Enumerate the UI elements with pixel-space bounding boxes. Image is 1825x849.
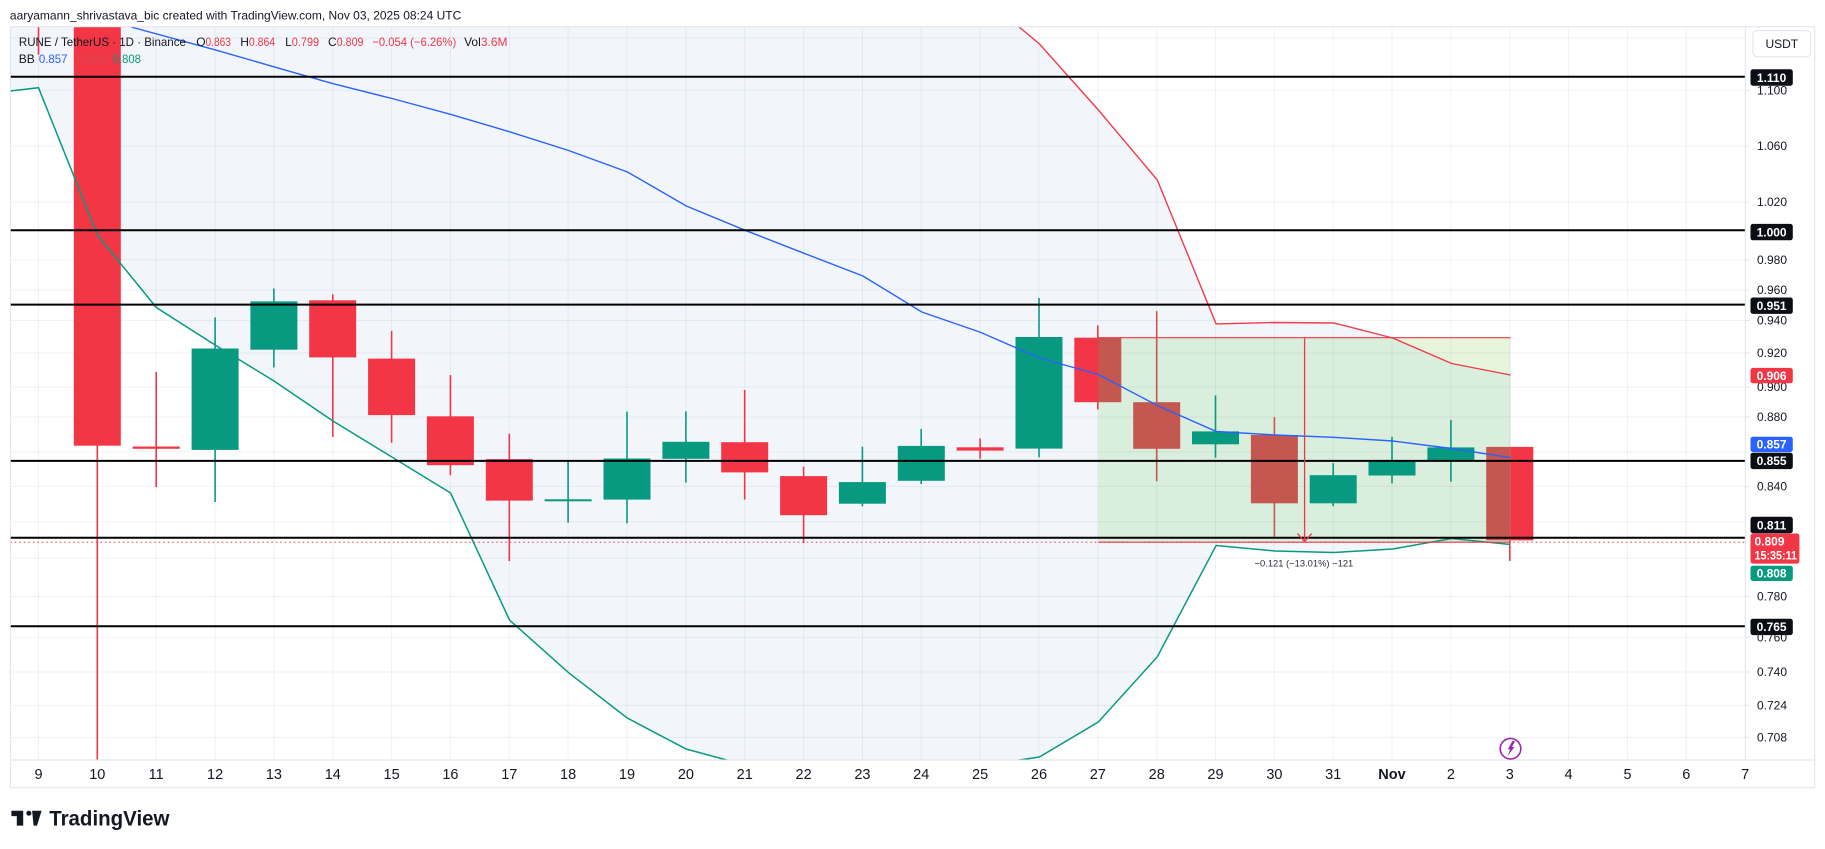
svg-text:17: 17 <box>501 767 517 783</box>
svg-text:1.110: 1.110 <box>1757 71 1787 85</box>
svg-text:15:35:11: 15:35:11 <box>1755 551 1798 563</box>
svg-text:0.960: 0.960 <box>1757 283 1787 297</box>
svg-text:7: 7 <box>1741 767 1749 783</box>
svg-text:10: 10 <box>89 767 105 783</box>
svg-text:aaryamann_shrivastava_bic crea: aaryamann_shrivastava_bic created with T… <box>10 9 462 23</box>
svg-text:14: 14 <box>325 767 341 783</box>
svg-text:0.855: 0.855 <box>1757 454 1787 468</box>
svg-text:5: 5 <box>1623 767 1631 783</box>
svg-text:1.020: 1.020 <box>1757 195 1787 209</box>
svg-text:12: 12 <box>207 767 223 783</box>
svg-text:27: 27 <box>1090 767 1106 783</box>
svg-text:1.100: 1.100 <box>1757 84 1787 98</box>
svg-text:0.906: 0.906 <box>1757 369 1787 383</box>
svg-text:22: 22 <box>796 767 812 783</box>
svg-text:0.880: 0.880 <box>1757 410 1787 424</box>
svg-text:1.060: 1.060 <box>1757 139 1787 153</box>
svg-text:0.724: 0.724 <box>1757 699 1787 713</box>
svg-text:9: 9 <box>34 767 42 783</box>
svg-text:16: 16 <box>442 767 458 783</box>
svg-text:0.780: 0.780 <box>1757 590 1787 604</box>
svg-text:0.809: 0.809 <box>1755 535 1785 549</box>
svg-text:USDT: USDT <box>1765 37 1798 51</box>
svg-text:29: 29 <box>1207 767 1223 783</box>
svg-text:0.951: 0.951 <box>1757 299 1787 313</box>
svg-text:0.857: 0.857 <box>1757 438 1787 452</box>
svg-text:0.920: 0.920 <box>1757 346 1787 360</box>
svg-text:15: 15 <box>384 767 400 783</box>
svg-text:13: 13 <box>266 767 282 783</box>
svg-text:0.808: 0.808 <box>1757 567 1787 581</box>
svg-text:0.740: 0.740 <box>1757 665 1787 679</box>
svg-text:21: 21 <box>737 767 753 783</box>
svg-text:24: 24 <box>913 767 929 783</box>
svg-text:30: 30 <box>1266 767 1282 783</box>
svg-text:0.900: 0.900 <box>1757 380 1787 394</box>
svg-text:31: 31 <box>1325 767 1341 783</box>
svg-text:25: 25 <box>972 767 988 783</box>
svg-text:3: 3 <box>1506 767 1514 783</box>
svg-text:0.765: 0.765 <box>1757 620 1787 634</box>
svg-text:Nov: Nov <box>1378 767 1405 783</box>
svg-text:0.940: 0.940 <box>1757 314 1787 328</box>
svg-text:RUNE / TetherUS · 1D · Binance: RUNE / TetherUS · 1D · Binance O0.863 H0.8… <box>19 35 508 49</box>
svg-text:TradingView: TradingView <box>49 808 170 831</box>
svg-text:4: 4 <box>1565 767 1573 783</box>
svg-text:18: 18 <box>560 767 576 783</box>
svg-text:11: 11 <box>149 767 164 783</box>
svg-text:−0.121 (−13.01%) −121: −0.121 (−13.01%) −121 <box>1255 559 1354 570</box>
svg-text:0.980: 0.980 <box>1757 253 1787 267</box>
svg-text:26: 26 <box>1031 767 1047 783</box>
svg-text:23: 23 <box>854 767 870 783</box>
svg-text:1.000: 1.000 <box>1757 225 1787 239</box>
svg-text:0.708: 0.708 <box>1757 731 1787 745</box>
svg-text:0.840: 0.840 <box>1757 480 1787 494</box>
svg-text:28: 28 <box>1149 767 1165 783</box>
svg-text:2: 2 <box>1447 767 1455 783</box>
svg-text:19: 19 <box>619 767 635 783</box>
svg-text:0.811: 0.811 <box>1757 518 1787 532</box>
svg-text:6: 6 <box>1682 767 1690 783</box>
svg-text:20: 20 <box>678 767 694 783</box>
